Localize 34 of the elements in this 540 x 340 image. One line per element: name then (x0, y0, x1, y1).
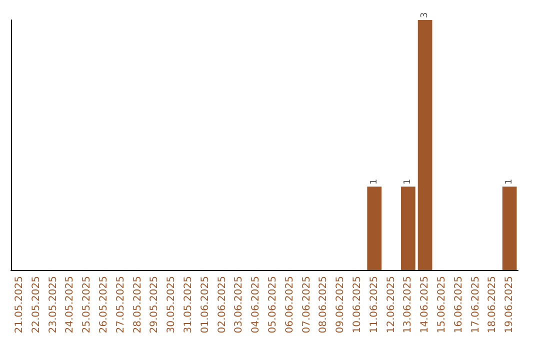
x-tick-label: 25.05.2025 (82, 276, 93, 334)
x-tick-label: 24.05.2025 (64, 276, 76, 334)
x-tick-label: 09.06.2025 (335, 276, 346, 334)
x-tick-label: 17.06.2025 (470, 276, 482, 334)
x-tick-label: 11.06.2025 (368, 276, 380, 334)
x-tick-label: 28.05.2025 (132, 276, 144, 334)
x-tick-label: 14.06.2025 (420, 276, 431, 334)
x-tick-label: 08.06.2025 (318, 276, 330, 334)
data-label: 1 (504, 178, 515, 185)
x-tick-label: 12.06.2025 (386, 276, 397, 334)
x-tick-label: 19.06.2025 (504, 276, 516, 334)
x-tick-label: 22.05.2025 (30, 276, 42, 334)
x-tick-label: 18.06.2025 (487, 276, 498, 334)
data-label: 1 (403, 178, 414, 185)
x-tick-label: 21.05.2025 (14, 276, 25, 334)
x-tick-label: 01.06.2025 (200, 276, 211, 334)
x-tick-label: 26.05.2025 (98, 276, 110, 334)
x-tick-label: 02.06.2025 (216, 276, 228, 334)
x-tick-label: 13.06.2025 (402, 276, 414, 334)
x-tick-label: 23.05.2025 (48, 276, 59, 334)
data-label: 3 (420, 12, 430, 18)
x-tick-label: 04.06.2025 (250, 276, 262, 334)
x-tick-label: 27.05.2025 (115, 276, 126, 334)
x-tick-label: 15.06.2025 (436, 276, 448, 334)
x-tick-label: 16.06.2025 (453, 276, 464, 334)
x-tick-label: 05.06.2025 (267, 276, 278, 334)
x-tick-label: 29.05.2025 (149, 276, 160, 334)
x-tick-label: 07.06.2025 (301, 276, 312, 334)
x-tick-label: 06.06.2025 (284, 276, 296, 334)
x-tick-label: 10.06.2025 (352, 276, 363, 334)
data-label: 1 (369, 178, 380, 185)
x-tick-label: 31.05.2025 (182, 276, 194, 334)
x-tick-label: 30.05.2025 (166, 276, 178, 334)
x-tick-label: 03.06.2025 (234, 276, 245, 334)
